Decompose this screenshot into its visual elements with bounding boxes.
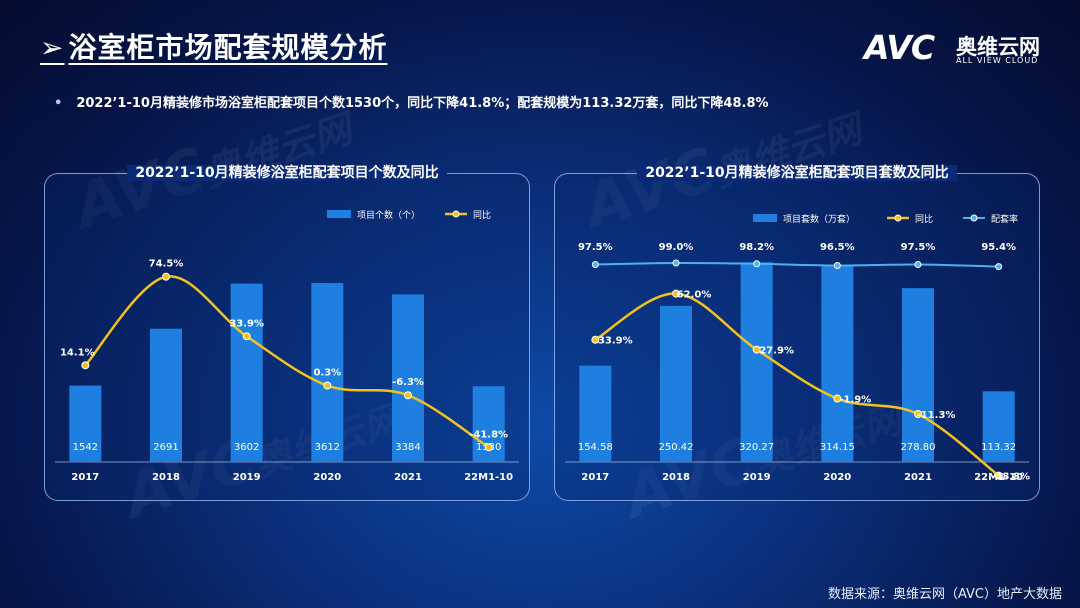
legend-swatch: [970, 214, 978, 222]
bar-value-label: 154.58: [578, 442, 613, 453]
legend-swatch: [452, 210, 460, 218]
yoy-point: [242, 332, 251, 341]
chart-panel-projects: 2022’1-10月精装修浴室柜配套项目个数及同比 1542 2017 2691 20…: [44, 165, 530, 501]
x-tick-label: 2018: [662, 472, 690, 483]
source-note: 数据来源：奥维云网（AVC）地产大数据: [827, 587, 1062, 602]
bar: [982, 391, 1015, 462]
x-tick-label: 2019: [743, 472, 771, 483]
bar-value-label: 3602: [234, 442, 259, 453]
yoy-label: -48.8%: [991, 472, 1030, 483]
x-tick-label: 22M1-10: [464, 472, 513, 483]
yoy-point: [672, 289, 680, 298]
bar: [392, 294, 424, 462]
bar: [69, 385, 102, 462]
chart-title: 2022’1-10月精装修浴室柜配套项目套数及同比: [555, 162, 1039, 182]
chart-title: 2022’1-10月精装修浴室柜配套项目个数及同比: [45, 162, 529, 182]
rate-point: [914, 261, 922, 268]
x-tick-label: 2017: [581, 472, 609, 483]
yoy-point: [994, 471, 1003, 480]
yoy-point: [752, 345, 761, 354]
rate-point: [753, 260, 761, 268]
legend-label: 配套率: [991, 213, 1018, 225]
rate-point: [833, 262, 841, 269]
bar-value-label: 314.15: [820, 442, 855, 453]
x-tick-label: 2020: [823, 472, 851, 483]
page-title: ➢ 浴室柜市场配套规模分析: [40, 31, 388, 64]
yoy-label: -11.3%: [917, 410, 956, 421]
yoy-label: 14.1%: [60, 347, 95, 358]
rate-label: 97.5%: [578, 242, 613, 253]
rate-label: 97.5%: [901, 242, 936, 253]
logo-avc-text: AVC: [864, 28, 935, 67]
x-tick-label: 2018: [152, 472, 180, 483]
bar-value-label: 1542: [73, 442, 98, 453]
yoy-line: [84, 275, 490, 449]
yoy-point: [484, 443, 493, 452]
yoy-label: 62.0%: [677, 290, 712, 301]
bar: [150, 328, 182, 462]
bar-value-label: 113.32: [981, 442, 1016, 453]
yoy-point: [81, 361, 90, 370]
yoy-point: [404, 391, 412, 400]
units-chart: 154.58 2017 250.42 2018 320.27 2019 314.15 2020…: [565, 213, 1030, 483]
x-tick-label: 2020: [313, 472, 341, 483]
legend-swatch: [327, 210, 351, 218]
bar-value-label: 2691: [153, 442, 178, 453]
yoy-point: [162, 272, 170, 281]
x-tick-label: 2017: [71, 472, 99, 483]
bar: [311, 283, 344, 462]
brand-logo: AVC 奥维云网 ALL VIEW CLOUD: [864, 28, 1054, 70]
bar-value-label: 250.42: [659, 442, 694, 453]
bar: [740, 262, 773, 462]
rate-point: [672, 259, 680, 267]
summary-text: • 2022’1-10月精装修市场浴室柜配套项目个数1530个，同比下降41.8%…: [54, 96, 769, 111]
rate-point: [591, 261, 599, 268]
legend-label: 项目个数（个）: [357, 209, 420, 221]
logo-cn-text: 奥维云网: [956, 35, 1040, 59]
rate-label: 98.2%: [739, 242, 774, 253]
legend-label: 同比: [473, 209, 491, 221]
rate-label: 99.0%: [659, 242, 694, 253]
x-tick-label: 2021: [904, 472, 932, 483]
bar-value-label: 3612: [315, 442, 340, 453]
bar: [821, 266, 854, 462]
bullet-icon: •: [54, 96, 63, 111]
yoy-point: [914, 409, 922, 418]
bar-value-label: 3384: [395, 442, 420, 453]
rate-line: [595, 261, 999, 268]
bar: [579, 365, 612, 462]
rate-label: 96.5%: [820, 242, 855, 253]
bar-value-label: 320.27: [739, 442, 774, 453]
yoy-label: 33.9%: [229, 318, 264, 329]
yoy-label: -1.9%: [839, 395, 871, 406]
legend-label: 项目套数（万套）: [783, 213, 855, 225]
bar: [902, 288, 934, 462]
legend-swatch: [753, 214, 777, 222]
yoy-label: 74.5%: [149, 259, 184, 270]
yoy-label: 0.3%: [313, 368, 341, 379]
yoy-label: 33.9%: [598, 336, 633, 347]
bar: [660, 305, 692, 462]
yoy-point: [323, 381, 332, 390]
rate-point: [995, 263, 1003, 271]
logo-en-text: ALL VIEW CLOUD: [956, 56, 1039, 65]
bar: [230, 283, 263, 462]
x-tick-label: 2019: [233, 472, 261, 483]
legend-swatch: [894, 214, 902, 222]
yoy-label: -41.8%: [469, 429, 508, 440]
projects-chart: 1542 2017 2691 2018 3602 2019 3612 2020 3384 2021…: [55, 209, 519, 483]
bar-value-label: 278.80: [901, 442, 936, 453]
yoy-label: 27.9%: [759, 346, 794, 357]
yoy-line: [594, 292, 1000, 477]
x-tick-label: 2021: [394, 472, 422, 483]
chart-panel-units: 2022’1-10月精装修浴室柜配套项目套数及同比 154.58 2017 250.…: [554, 165, 1040, 501]
yoy-point: [591, 335, 600, 344]
rate-label: 95.4%: [981, 242, 1016, 253]
yoy-point: [833, 394, 842, 403]
legend-label: 同比: [915, 213, 933, 225]
yoy-label: -6.3%: [392, 377, 424, 388]
